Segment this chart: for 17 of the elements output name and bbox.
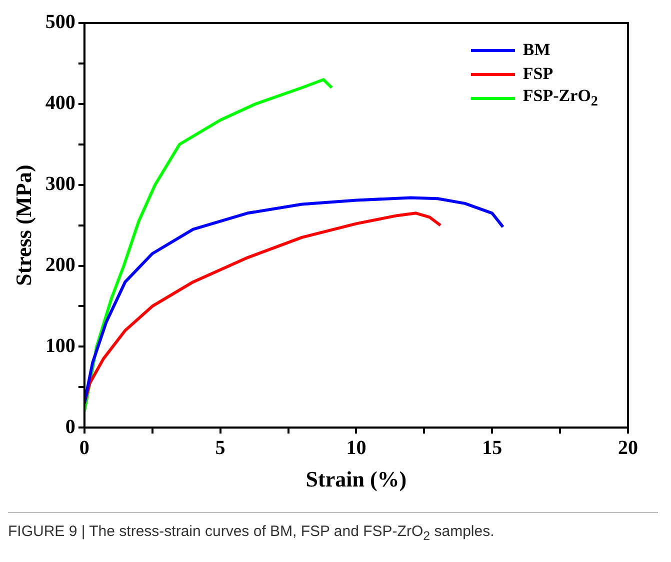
legend-label: FSP-ZrO$_{2}$ — [522, 86, 598, 110]
y-tick-label: 400 — [45, 92, 76, 114]
y-tick-label: 500 — [45, 11, 76, 34]
y-tick-label: 100 — [45, 334, 76, 357]
x-tick-label: 5 — [215, 436, 226, 459]
x-tick-label: 20 — [618, 436, 638, 459]
legend-label: FSP — [522, 64, 554, 84]
x-tick-label: 0 — [79, 436, 90, 459]
caption: FIGURE 9 | The stress-strain curves of BM, FSP and FSP-ZrO$_{2}$ samples. — [8, 523, 496, 543]
y-tick-label: 0 — [65, 416, 76, 438]
y-axis-title: Stress (MPa) — [10, 164, 36, 286]
legend-label: BM — [522, 40, 550, 60]
y-tick-label: 300 — [45, 173, 76, 196]
x-tick-label: 10 — [346, 436, 366, 459]
y-tick-label: 200 — [45, 254, 76, 276]
x-tick-label: 15 — [482, 436, 502, 459]
x-axis-title: Strain (%) — [306, 466, 407, 492]
